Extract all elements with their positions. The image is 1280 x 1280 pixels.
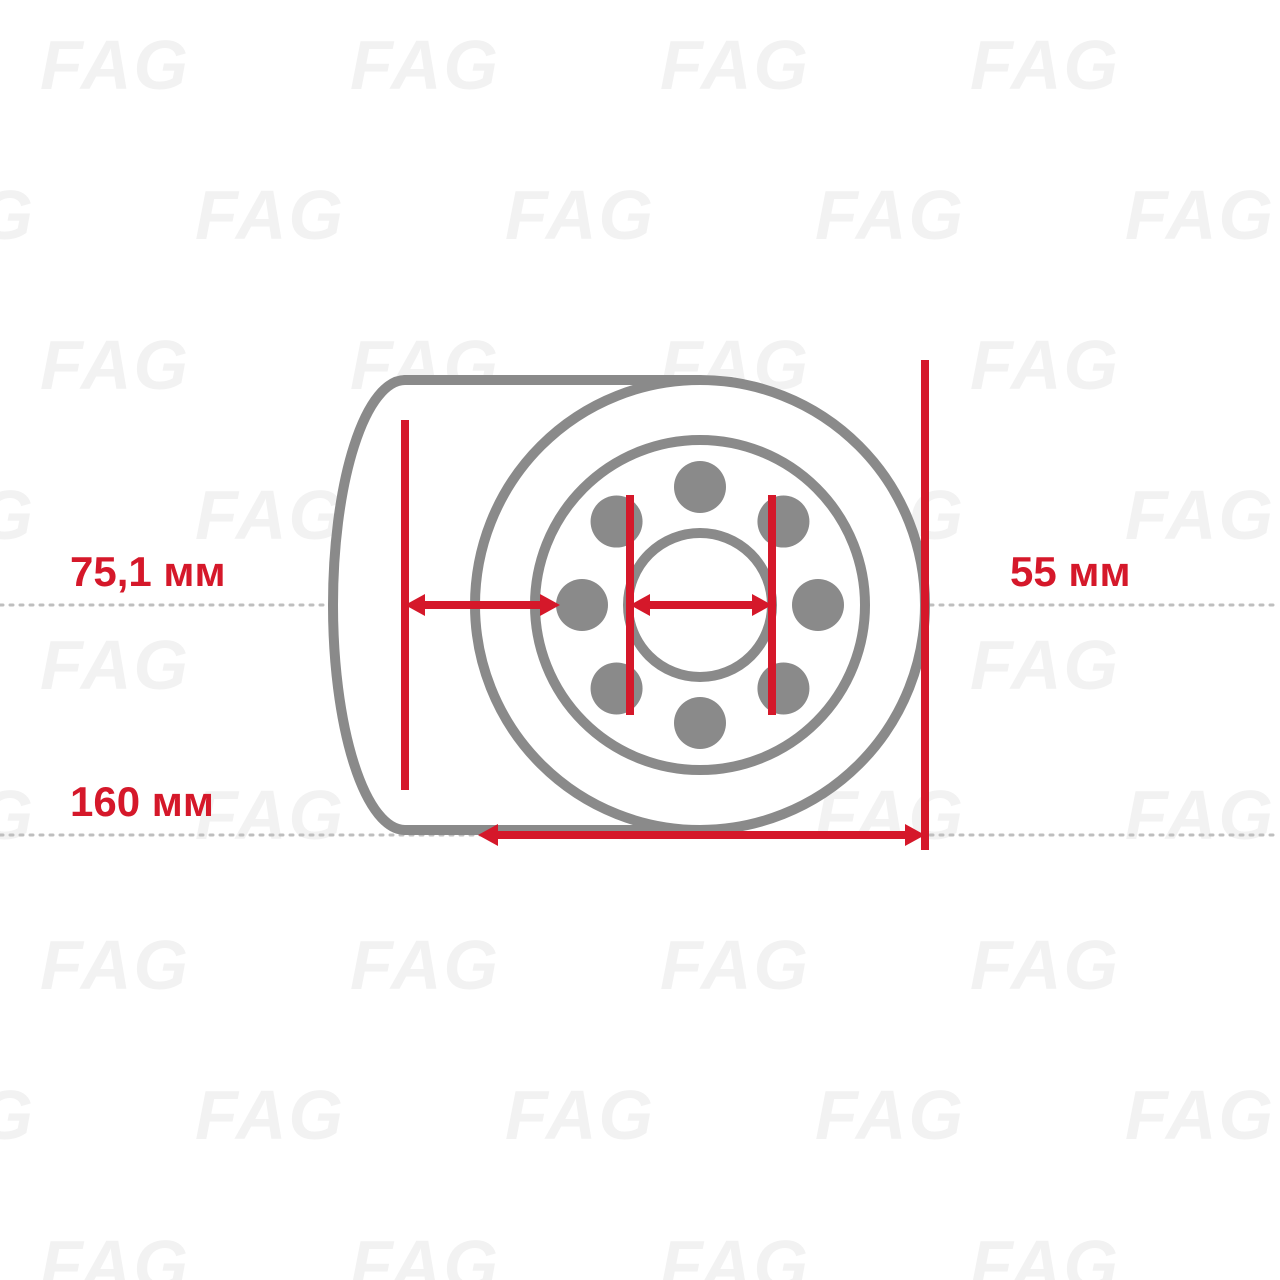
diagram-svg [0,0,1280,1280]
outer-diameter-label: 160 мм [70,778,214,826]
inner-diameter-label: 55 мм [1010,548,1131,596]
width-dimension-label: 75,1 мм [70,548,226,596]
bearing-diagram: 75,1 мм 160 мм 55 мм [0,0,1280,1280]
